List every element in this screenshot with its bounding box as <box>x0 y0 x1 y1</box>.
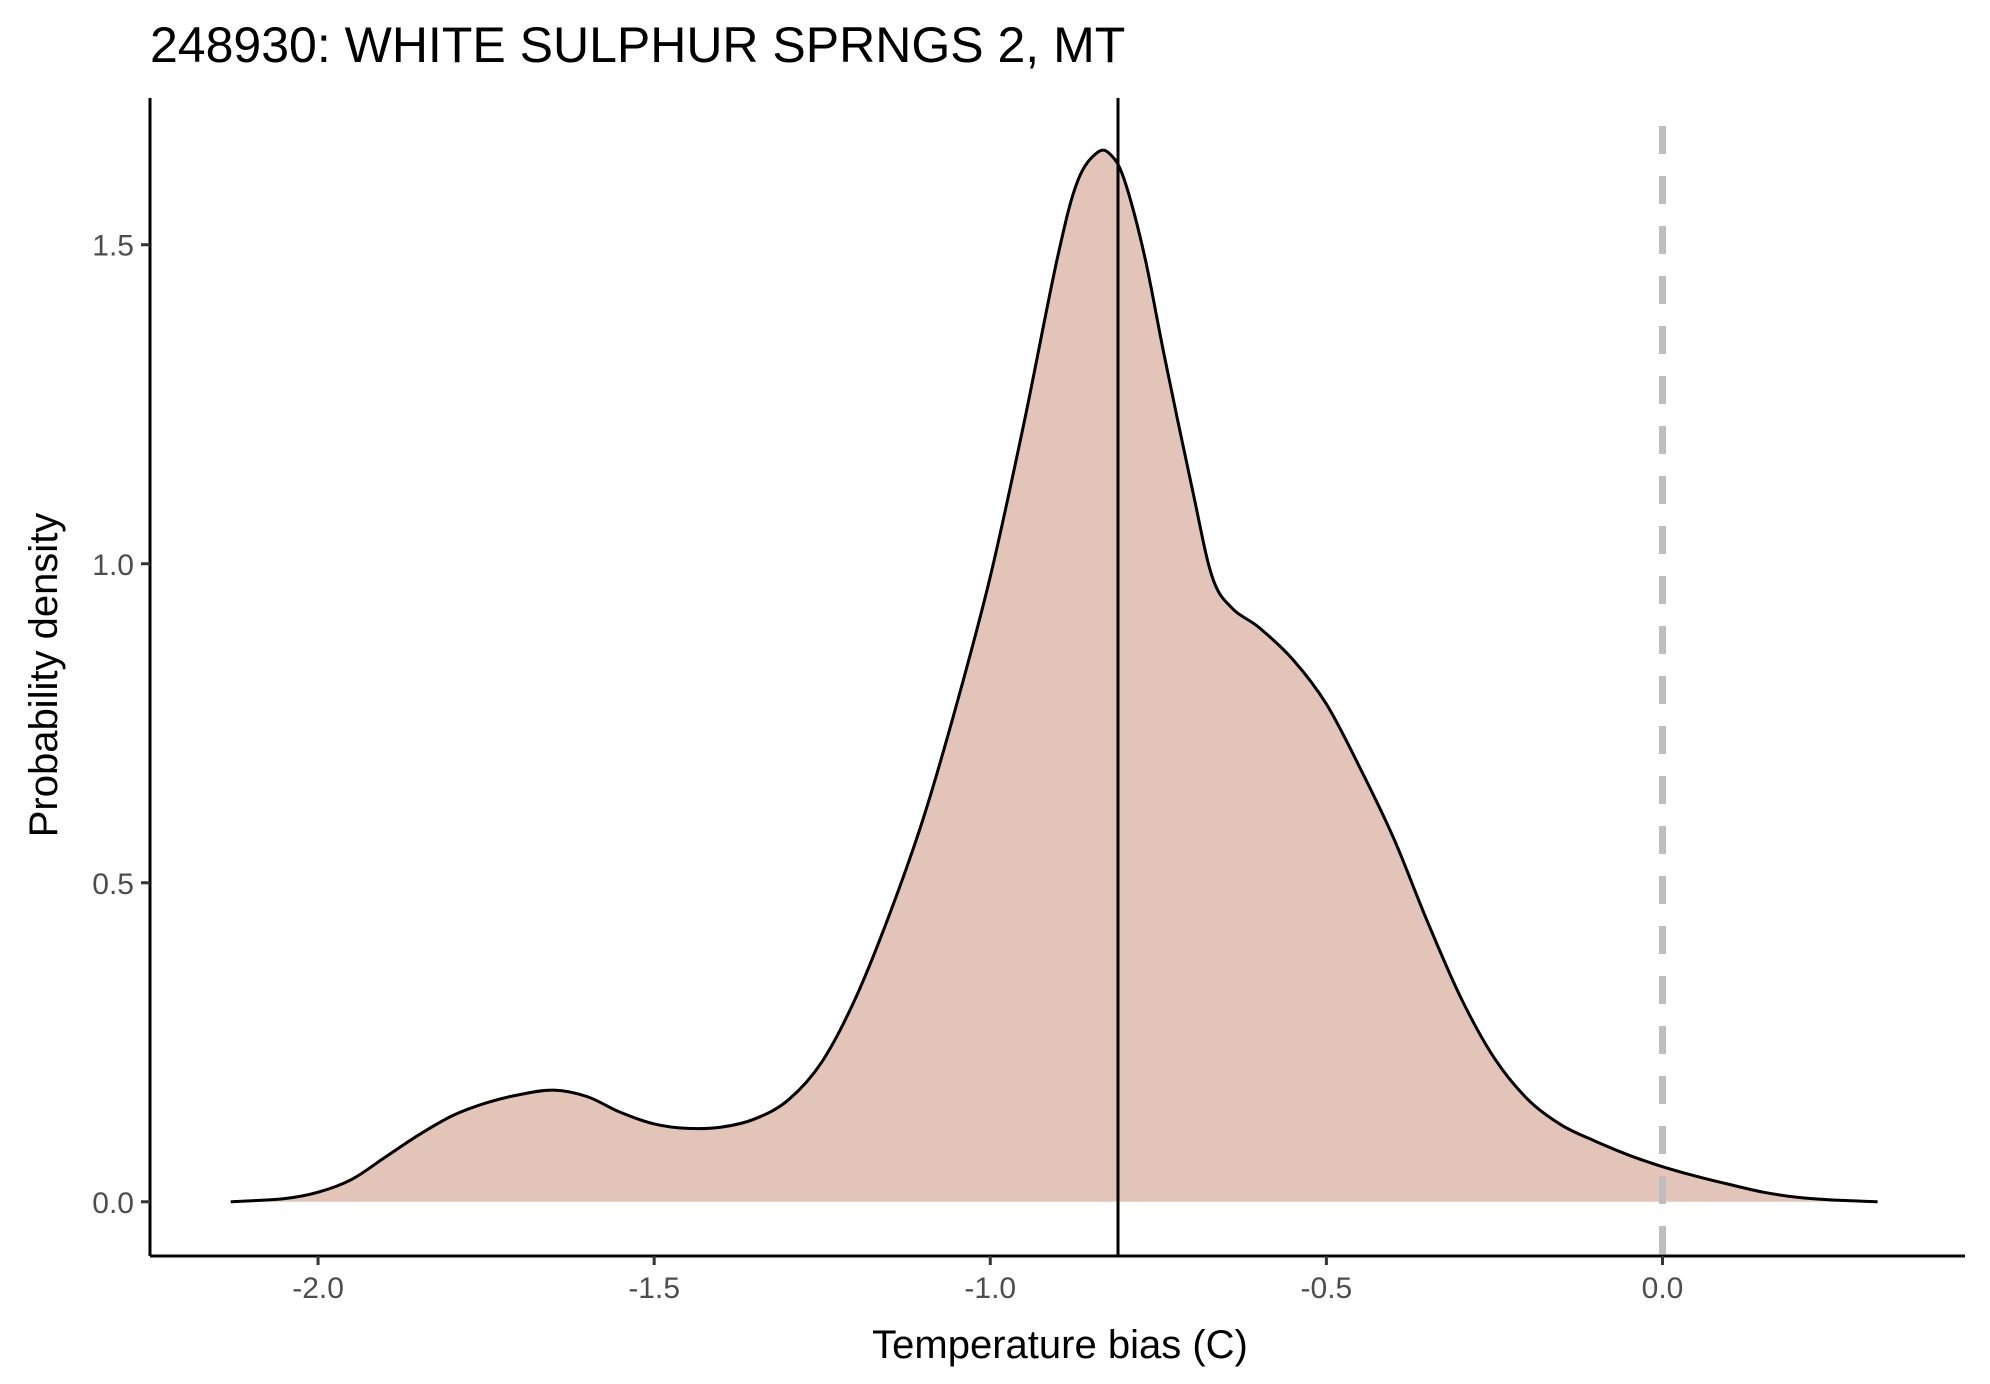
y-tick-label: 0.5 <box>92 868 134 901</box>
x-tick-label: -2.0 <box>292 1272 344 1305</box>
x-axis-ticks: -2.0 -1.5 -1.0 -0.5 0.0 <box>292 1256 1683 1305</box>
density-curve <box>230 148 1878 1204</box>
x-tick-label: -1.0 <box>964 1272 1016 1305</box>
y-axis-title: Probability density <box>22 513 66 838</box>
density-area <box>230 150 1878 1202</box>
reference-lines <box>1116 98 1666 1256</box>
chart-title: 248930: WHITE SULPHUR SPRNGS 2, MT <box>150 17 1125 73</box>
plot-area <box>230 98 1878 1256</box>
y-tick-label: 1.0 <box>92 549 134 582</box>
x-tick-label: -0.5 <box>1301 1272 1353 1305</box>
x-axis-title: Temperature bias (C) <box>872 1323 1248 1367</box>
x-tick-label: 0.0 <box>1642 1272 1684 1305</box>
y-tick-label: 0.0 <box>92 1187 134 1220</box>
x-tick-label: -1.5 <box>628 1272 680 1305</box>
y-tick-label: 1.5 <box>92 230 134 263</box>
y-axis-ticks: 0.0 0.5 1.0 1.5 <box>92 230 150 1220</box>
